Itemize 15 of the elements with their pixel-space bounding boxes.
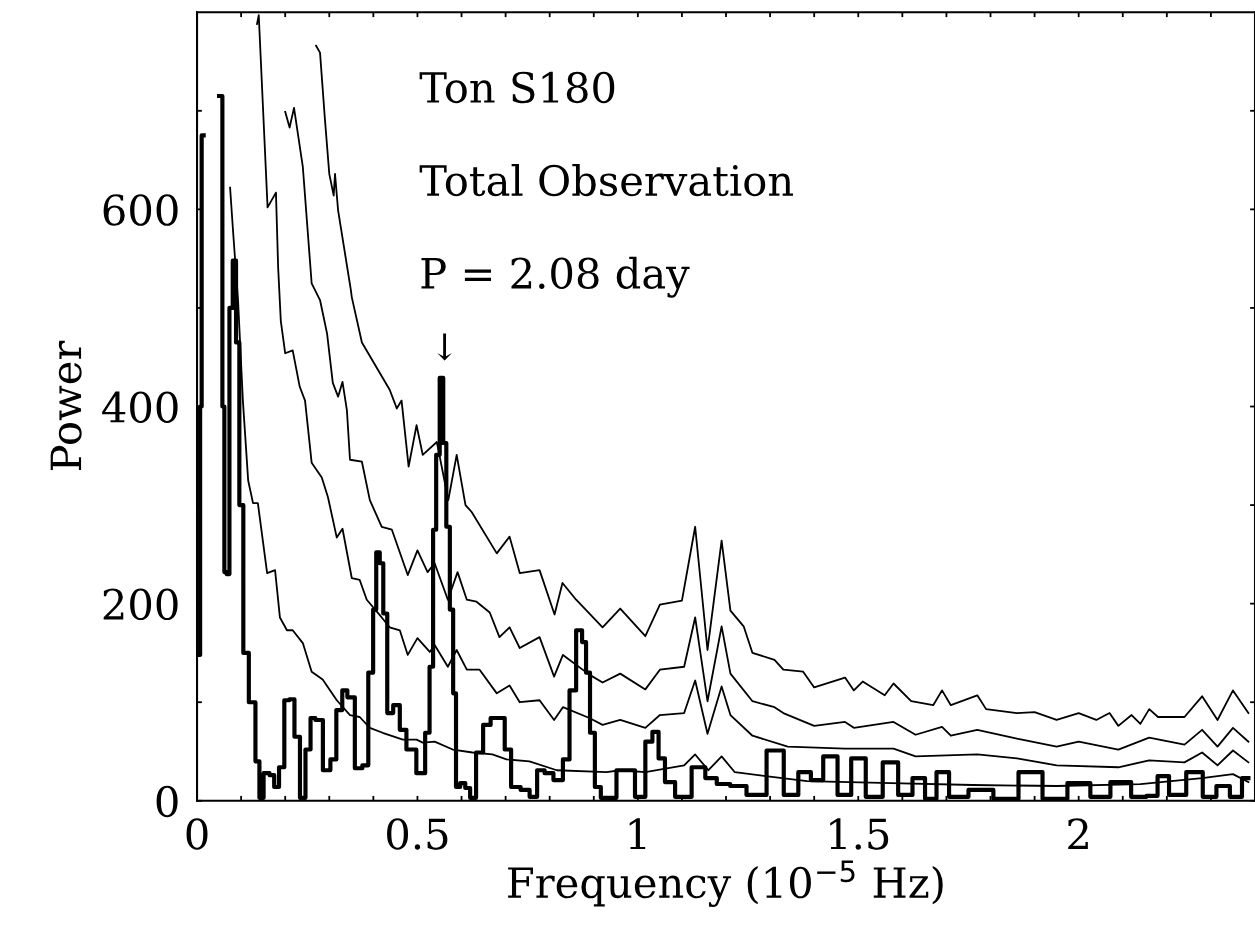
y-tick-label: 400 bbox=[102, 391, 178, 423]
annotation: Total Observation bbox=[419, 163, 794, 197]
annotation: Ton S180 bbox=[419, 71, 615, 104]
x-tick-label: 2 bbox=[1068, 818, 1088, 850]
y-axis-title: Power bbox=[50, 340, 82, 471]
x-axis-title: Frequency (10$^{−5}$ Hz) bbox=[508, 860, 943, 908]
annotation: ↓ bbox=[437, 333, 452, 361]
x-tick-label: 0.5 bbox=[387, 818, 448, 850]
y-tick-label: 0 bbox=[156, 785, 178, 818]
y-tick-label: 600 bbox=[103, 194, 178, 226]
x-tick-label: 0 bbox=[186, 818, 208, 850]
y-tick-label: 200 bbox=[103, 588, 178, 621]
x-tick-label: 1.5 bbox=[830, 818, 889, 850]
x-tick-label: 1 bbox=[629, 818, 646, 850]
annotation: P = 2.08 day bbox=[421, 256, 690, 298]
